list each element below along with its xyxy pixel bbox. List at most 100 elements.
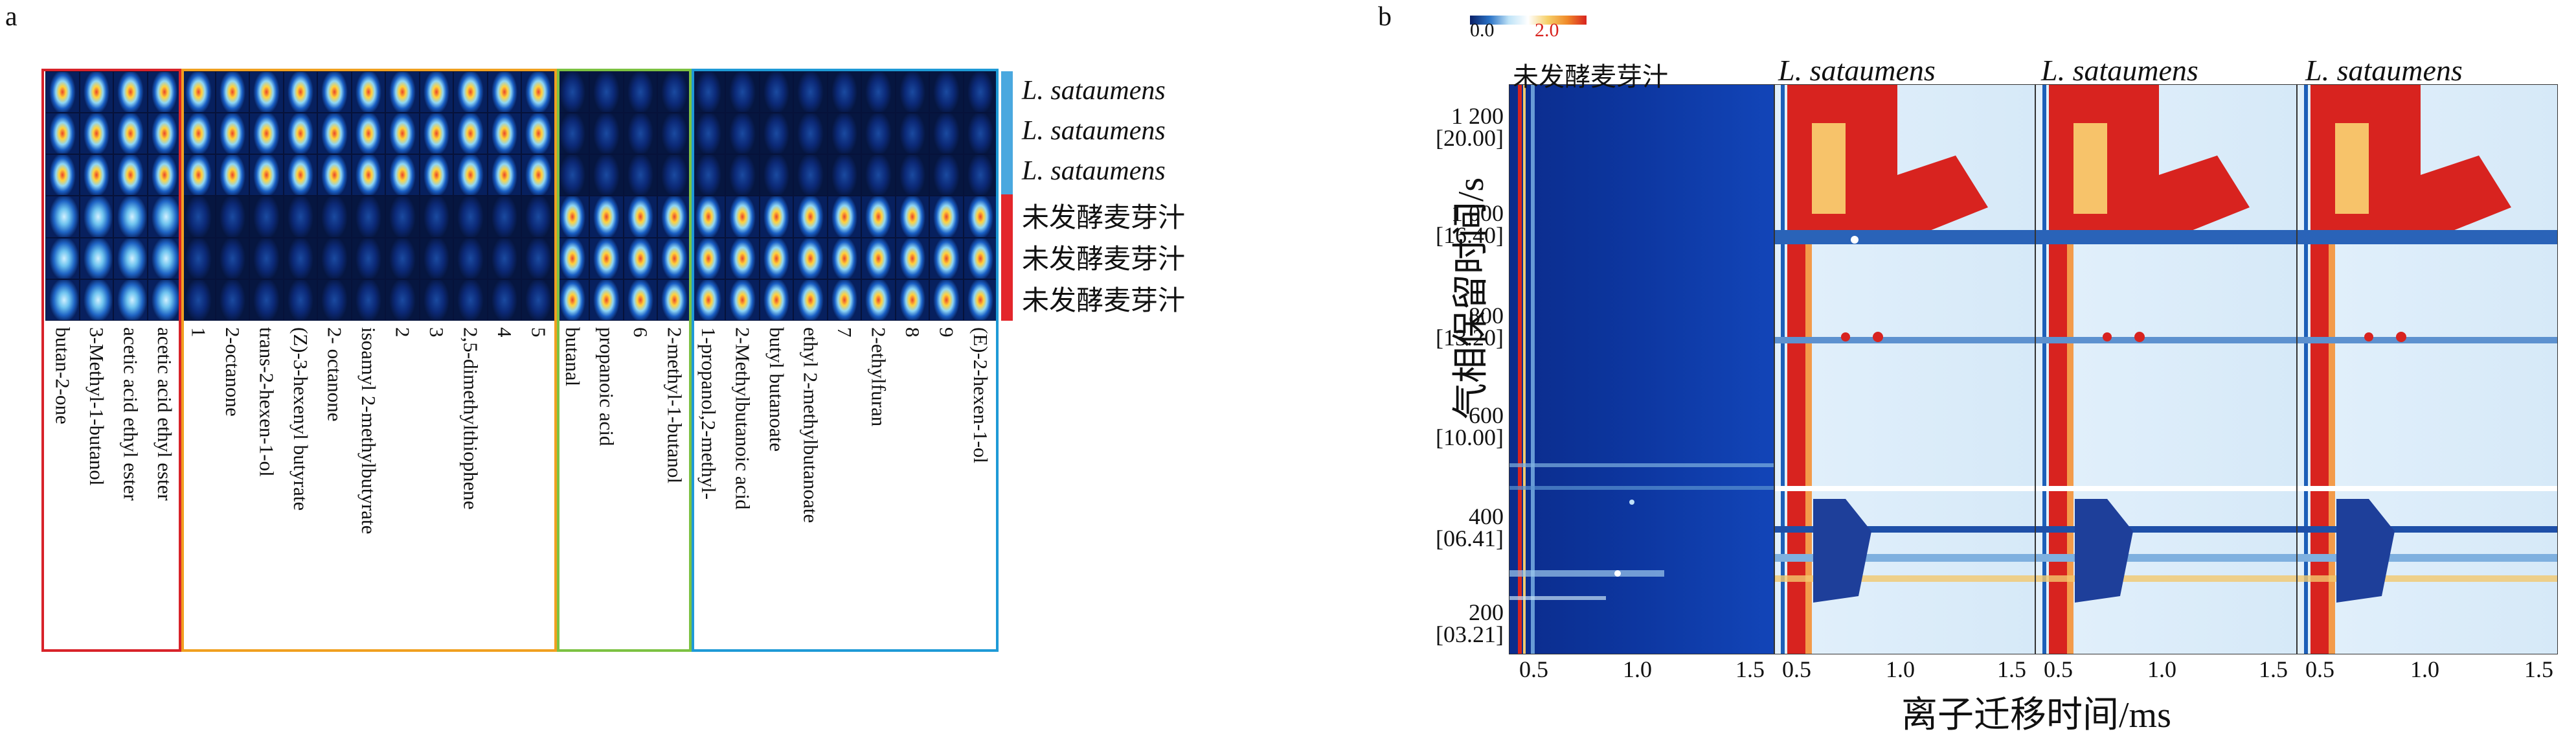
heatmap-cell <box>181 237 216 279</box>
heatmap-cell <box>623 113 657 155</box>
x-tick: 1.5 <box>2524 656 2553 682</box>
spectrum-diff-1 <box>1774 84 2035 654</box>
heatmap-cell <box>793 71 828 113</box>
heatmap-cell <box>249 154 284 196</box>
spectrum-title: L. sataumens <box>1778 54 1936 87</box>
heatmap-cell <box>385 196 420 238</box>
heatmap-cell <box>623 71 657 113</box>
heatmap-cell <box>113 196 148 238</box>
group-box-orange <box>181 69 557 652</box>
heatmap-cell <box>555 196 589 238</box>
heatmap-cell <box>453 71 488 113</box>
compound-label: 8 <box>901 327 924 338</box>
heatmap-cell <box>725 113 760 155</box>
heatmap-cell <box>929 113 964 155</box>
heatmap-cell <box>589 154 624 196</box>
group-box-green <box>557 69 692 652</box>
group-box-blue <box>692 69 999 652</box>
heatmap-cell <box>249 237 284 279</box>
heatmap-cell <box>453 154 488 196</box>
x-tick: 0.5 <box>2305 656 2334 682</box>
heatmap-cell <box>453 196 488 238</box>
heatmap-cell <box>79 196 113 238</box>
heatmap-cell <box>113 154 148 196</box>
heatmap-cell <box>521 279 556 321</box>
heatmap-cell <box>725 279 760 321</box>
compound-label: 6 <box>629 327 652 338</box>
heatmap-cell <box>929 279 964 321</box>
compound-label: trans-2-hexen-1-ol <box>255 327 278 477</box>
y-axis-title: 气相保留时间/s <box>1451 177 1492 420</box>
row-label: 未发酵麦芽汁 <box>1022 286 1186 316</box>
heatmap-cell <box>861 279 896 321</box>
heatmap-cell <box>691 237 725 279</box>
heatmap-cell <box>283 71 317 113</box>
heatmap-cell <box>589 71 624 113</box>
heatmap-cell <box>215 196 249 238</box>
compound-label: 5 <box>527 327 550 338</box>
heatmap-cell <box>419 196 453 238</box>
compound-label: acetic acid ethyl ester <box>119 327 142 501</box>
heatmap-cell <box>419 113 453 155</box>
heatmap-cell <box>283 279 317 321</box>
heatmap-cell <box>895 237 929 279</box>
y-tick: 1 000 <box>1451 200 1504 226</box>
heatmap-cell <box>521 71 556 113</box>
heatmap-cell <box>351 196 385 238</box>
heatmap-cell <box>759 196 793 238</box>
heatmap-cell <box>79 154 113 196</box>
compound-label: 4 <box>493 327 516 338</box>
group-box-red <box>41 69 181 652</box>
compound-label: 3-Methyl-1-butanol <box>85 327 108 486</box>
compound-label: 3 <box>425 327 448 338</box>
heatmap-cell <box>623 279 657 321</box>
heatmap-cell <box>589 237 624 279</box>
heatmap-cell <box>827 71 861 113</box>
y-tick-sub: [03.21] <box>1436 621 1504 647</box>
compound-label: 1 <box>187 327 210 338</box>
spectrum-diff-3 <box>2298 84 2558 654</box>
colorbar-min: 0.0 <box>1470 19 1495 41</box>
compound-label: 1-propanol,2-methyl- <box>697 327 720 500</box>
heatmap-cell <box>623 237 657 279</box>
compound-label: butyl butanoate <box>765 327 788 452</box>
heatmap-cell <box>79 113 113 155</box>
heatmap-cell <box>147 154 181 196</box>
heatmap-cell <box>249 71 284 113</box>
heatmap-cell <box>589 279 624 321</box>
heatmap-cell <box>827 237 861 279</box>
heatmap-cell <box>487 279 521 321</box>
heatmap-cell <box>691 154 725 196</box>
heatmap-cell <box>385 71 420 113</box>
heatmap-cell <box>419 154 453 196</box>
compound-label: 7 <box>833 327 856 338</box>
heatmap-cell <box>317 113 352 155</box>
heatmap-cell <box>215 113 249 155</box>
heatmap-cell <box>725 237 760 279</box>
heatmap-cell <box>793 113 828 155</box>
heatmap-cell <box>317 196 352 238</box>
heatmap-cell <box>759 154 793 196</box>
heatmap-cell <box>215 154 249 196</box>
spectra-plots <box>1509 84 2558 654</box>
row-label: L. sataumens <box>1022 76 1166 106</box>
heatmap-cell <box>861 237 896 279</box>
heatmap-cell <box>351 237 385 279</box>
heatmap-cell <box>283 154 317 196</box>
heatmap-cell <box>589 113 624 155</box>
x-tick: 1.5 <box>1997 656 2026 682</box>
heatmap-cell <box>861 196 896 238</box>
x-tick: 1.0 <box>2410 656 2439 682</box>
compound-label: butanal <box>561 327 584 387</box>
compound-label: 2 <box>391 327 414 338</box>
heatmap-cell <box>521 154 556 196</box>
y-tick: 200 <box>1469 599 1504 625</box>
compound-label: 9 <box>935 327 958 338</box>
y-tick-sub: [06.41] <box>1436 525 1504 551</box>
row-label: L. sataumens <box>1022 116 1166 146</box>
heatmap-cell <box>657 196 692 238</box>
heatmap-cell <box>793 279 828 321</box>
heatmap-cell <box>521 196 556 238</box>
heatmap-cell <box>249 279 284 321</box>
heatmap-cell <box>283 237 317 279</box>
